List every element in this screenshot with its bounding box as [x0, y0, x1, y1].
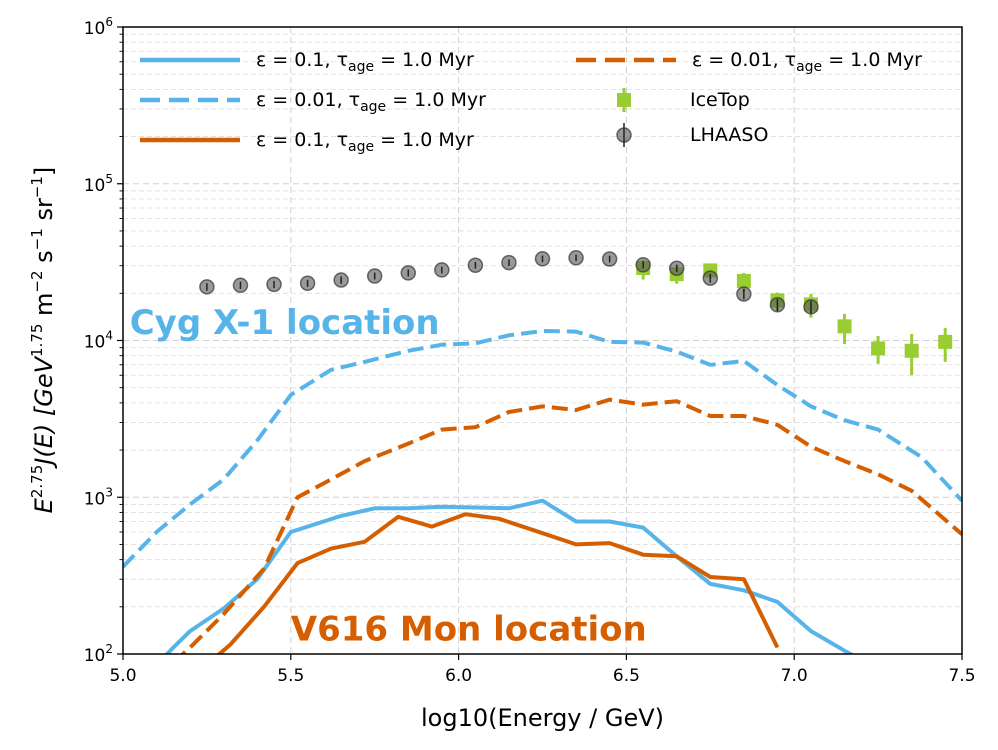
series-line-2 [216, 512, 780, 654]
legend-label: ε = 0.01, τage = 1.0 Myr [692, 49, 922, 75]
legend: ε = 0.1, τage = 1.0 Myr ε = 0.01, τage = … [140, 49, 922, 155]
legend-label: IceTop [690, 89, 750, 111]
series-line-1 [123, 329, 962, 569]
icetop-point [871, 341, 886, 356]
y-tick-label: 103 [84, 485, 113, 509]
cyg-x1-annotation: Cyg X-1 location [130, 303, 440, 343]
v616-mon-annotation: V616 Mon location [291, 609, 647, 649]
legend-swatch-square [617, 93, 631, 107]
ticks: 5.0 5.5 6.0 6.5 7.0 7.5 102 103 104 105 106 [84, 15, 976, 686]
series-layer [123, 329, 962, 654]
points-layer [199, 250, 953, 376]
y-tick-label: 102 [84, 642, 113, 666]
grid-minor [123, 33, 962, 608]
icetop-point [736, 273, 751, 288]
series-line-3 [180, 397, 962, 654]
icetop-point [904, 343, 919, 358]
icetop-point [837, 319, 852, 334]
y-tick-label: 105 [84, 172, 113, 196]
y-tick-label: 104 [84, 329, 113, 353]
legend-label: ε = 0.01, τage = 1.0 Myr [256, 89, 486, 115]
annotations: Cyg X-1 location V616 Mon location [130, 303, 647, 649]
x-tick-label: 5.0 [109, 666, 136, 686]
x-axis-title: log10(Energy / GeV) [421, 704, 664, 732]
x-tick-label: 6.0 [445, 666, 472, 686]
plot-background [123, 27, 962, 654]
legend-label: ε = 0.1, τage = 1.0 Myr [256, 49, 474, 75]
x-tick-label: 7.0 [781, 666, 808, 686]
y-tick-label: 106 [84, 15, 113, 39]
y-axis-title: E2.75J(E) [GeV1.75 m−2 s−1 sr−1] [28, 167, 58, 514]
x-tick-label: 5.5 [277, 666, 304, 686]
legend-label: ε = 0.1, τage = 1.0 Myr [256, 129, 474, 155]
x-tick-label: 6.5 [613, 666, 640, 686]
x-tick-label: 7.5 [948, 666, 975, 686]
icetop-point [938, 334, 953, 349]
legend-label: LHAASO [690, 124, 768, 146]
